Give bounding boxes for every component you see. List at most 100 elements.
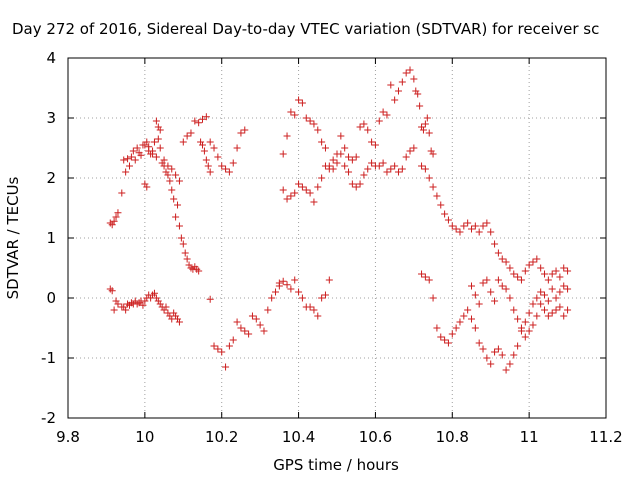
data-point — [494, 276, 502, 284]
data-point — [110, 217, 118, 225]
data-point — [498, 282, 506, 290]
data-point — [479, 345, 487, 353]
data-point — [210, 144, 218, 152]
data-point — [564, 285, 572, 293]
data-point — [521, 333, 529, 341]
data-point — [514, 315, 522, 323]
data-point — [139, 301, 147, 309]
series-group — [418, 162, 572, 284]
axis-ticks: 9.8 10 10.2 10.4 10.6 10.8 11 11.2 -2 -1 0 1 2 3 4 — [41, 49, 623, 446]
data-point — [325, 165, 333, 173]
data-point — [556, 288, 564, 296]
data-point — [427, 147, 435, 155]
data-point — [158, 159, 166, 167]
data-point — [537, 288, 545, 296]
data-point — [429, 150, 437, 158]
data-point — [468, 225, 475, 233]
data-point — [537, 264, 545, 272]
data-point — [525, 309, 533, 317]
data-point — [154, 297, 162, 305]
data-point — [464, 219, 472, 227]
data-point — [329, 156, 337, 164]
data-point — [416, 102, 424, 110]
chart-title: Day 272 of 2016, Sidereal Day-to-day VTE… — [12, 20, 599, 38]
data-point — [352, 183, 360, 191]
data-point — [125, 162, 133, 170]
data-point — [506, 294, 514, 302]
data-point — [137, 151, 145, 159]
data-point — [479, 222, 487, 230]
x-tick-label: 11 — [520, 428, 539, 446]
data-point — [160, 306, 168, 314]
data-point — [468, 282, 475, 290]
data-point — [506, 264, 514, 272]
data-point — [460, 312, 468, 320]
data-point — [185, 261, 193, 269]
data-point — [206, 138, 214, 146]
data-point — [268, 294, 276, 302]
data-point — [302, 186, 310, 194]
data-point — [502, 258, 510, 266]
data-point — [483, 219, 491, 227]
data-point — [120, 303, 128, 311]
data-point — [222, 165, 230, 173]
data-point — [170, 309, 178, 317]
data-point — [364, 165, 372, 173]
data-point — [181, 249, 189, 257]
data-point — [517, 324, 525, 332]
data-point — [314, 126, 322, 134]
data-point — [152, 294, 160, 302]
data-point — [108, 221, 116, 229]
data-point — [494, 249, 502, 257]
data-point — [448, 222, 456, 230]
data-point — [302, 114, 310, 122]
data-point — [295, 96, 303, 104]
data-point — [437, 333, 445, 341]
data-point — [122, 168, 130, 176]
data-point — [174, 201, 182, 209]
data-point — [479, 279, 487, 287]
data-point — [487, 360, 495, 368]
data-point — [345, 153, 353, 161]
data-point — [421, 165, 429, 173]
data-point — [162, 303, 170, 311]
data-point — [133, 300, 141, 308]
data-point — [166, 177, 174, 185]
data-point — [306, 189, 314, 197]
data-point — [306, 303, 314, 311]
data-point — [143, 183, 151, 191]
data-point — [364, 126, 372, 134]
data-point — [154, 123, 162, 131]
data-point — [206, 295, 214, 303]
series-group — [141, 113, 249, 185]
data-point — [325, 276, 333, 284]
data-point — [387, 165, 395, 173]
data-point — [510, 270, 518, 278]
data-point — [154, 135, 162, 143]
data-point — [237, 324, 245, 332]
data-point — [356, 123, 364, 131]
data-point — [291, 111, 299, 119]
data-point — [491, 297, 499, 305]
data-point — [279, 150, 287, 158]
data-point — [260, 327, 268, 335]
data-point — [552, 267, 560, 275]
data-point — [391, 96, 399, 104]
data-point — [560, 312, 568, 320]
series-group — [279, 66, 437, 173]
data-point — [533, 255, 541, 263]
data-point — [175, 177, 183, 185]
x-tick-label: 10.2 — [205, 428, 238, 446]
data-point — [197, 138, 205, 146]
data-point — [287, 285, 295, 293]
data-point — [387, 81, 395, 89]
data-point — [174, 315, 182, 323]
data-point — [375, 162, 383, 170]
data-point — [106, 219, 114, 227]
series-group — [106, 117, 214, 275]
data-point — [471, 324, 479, 332]
data-point — [521, 267, 529, 275]
data-point — [394, 87, 402, 95]
data-point — [398, 78, 406, 86]
data-point — [310, 120, 318, 128]
